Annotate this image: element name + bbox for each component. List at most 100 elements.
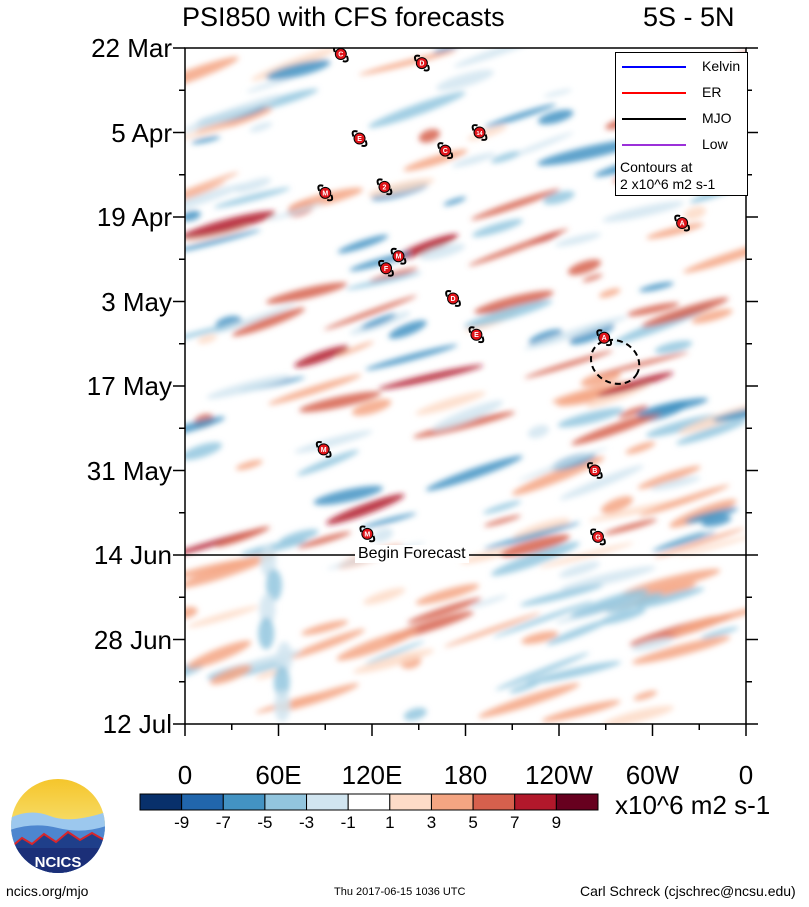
anomaly-streak [278,683,359,712]
chart-title: PSI850 with CFS forecasts [182,2,505,32]
anomaly-streak [509,681,540,694]
anomaly-streak [185,210,201,222]
anomaly-streak [712,406,746,422]
anomaly-streak [363,587,406,605]
storm-label: E [474,332,479,339]
storm-label: D [419,61,424,68]
colorbar-swatch [306,793,349,811]
anomaly-field [185,48,746,724]
anomaly-streak [206,374,291,399]
anomaly-streak [472,219,523,237]
anomaly-streak [543,89,572,98]
tropical-cyclone-icon: A [596,329,613,347]
anomaly-streaks [185,48,746,724]
x-tick-label: 60E [255,760,302,790]
anomaly-streak [519,584,604,606]
anomaly-streak [185,125,232,144]
anomaly-streak [213,187,291,209]
anomaly-streak [527,425,550,439]
anomaly-streak [273,665,290,698]
tropical-cyclone-icon: M [315,440,332,458]
tropical-cyclone-icon: M [390,247,407,265]
anomaly-streak [555,232,602,247]
anomaly-streak [470,594,508,609]
anomaly-streak [537,139,641,166]
anomaly-streak [324,295,417,330]
anomaly-streak [541,700,621,723]
colorbar-tick-label: 1 [385,813,395,832]
anomaly-streak [249,122,273,133]
anomaly-streak [567,259,602,276]
anomaly-streak [600,608,646,625]
anomaly-streak [240,539,307,556]
anomaly-streak [683,206,707,220]
y-tick-label: 19 Apr [96,202,172,232]
anomaly-streak [365,344,458,371]
anomaly-streak [358,49,457,76]
anomaly-streak [289,629,366,659]
anomaly-streak [645,414,720,438]
colorbar-tick-label: -1 [340,813,356,832]
anomaly-streak [483,500,522,514]
colorbar-swatch [264,793,308,811]
storm-label: M [396,254,402,261]
colorbar-tick-label: 9 [551,813,562,832]
anomaly-streak [678,535,746,557]
legend-label-mjo: MJO [702,110,732,126]
anomaly-streak [490,541,580,576]
anomaly-streak [266,282,348,304]
logo-text: NCICS [35,854,82,871]
anomaly-streak [468,228,569,266]
anomaly-streak [351,399,392,416]
anomaly-streak [511,456,605,496]
anomaly-streak [559,561,601,578]
colorbar-swatch [139,793,183,811]
anomaly-streak [274,689,291,722]
mjo-contour [589,338,641,385]
y-tick-label: 3 May [101,286,172,317]
legend: Kelvin ER MJO Low Contours at 2 x10^6 m2… [615,52,748,196]
anomaly-streak [528,329,563,345]
anomaly-streak [652,531,717,552]
anomaly-streak [606,592,663,613]
storm-label: A [680,221,685,228]
anomaly-streak [700,626,739,639]
anomaly-streak [691,308,733,324]
anomaly-streak [407,597,482,624]
anomaly-streak [185,172,239,206]
legend-label-low: Low [702,136,728,152]
anomaly-streak [478,683,580,718]
legend-label-kelvin: Kelvin [702,58,741,74]
anomaly-streak [636,587,705,609]
storm-label: F [384,266,389,273]
x-tick-label: 180 [443,760,488,790]
storm-label: M [322,190,328,197]
anomaly-streak [676,419,746,445]
colorbar-tick-label: -5 [257,813,273,832]
anomaly-streak [650,476,701,491]
anomaly-streak [336,628,418,661]
anomaly-streak [364,640,425,665]
anomaly-streak [185,182,226,212]
anomaly-streak [470,188,560,220]
tropical-cyclone-icon: D [445,290,461,307]
y-axis-ticks [173,47,758,725]
anomaly-streak [546,619,611,646]
anomaly-streak [582,273,603,282]
anomaly-streak [525,661,621,685]
legend-swatch-er [622,92,686,94]
colorbar-swatch [181,793,224,811]
anomaly-streak [185,416,226,437]
colorbar-units: x10^6 m2 s-1 [615,790,771,820]
anomaly-streak [185,183,249,219]
anomaly-streak [294,430,373,454]
anomaly-streak [474,290,554,314]
tropical-cyclone-icon: M [317,184,334,202]
y-tick-label: 12 Jul [102,709,172,739]
anomaly-streak [360,313,397,330]
anomaly-streak [524,315,628,350]
region-label: 5S - 5N [643,2,735,32]
anomaly-streak [413,411,516,439]
colorbar [139,793,599,811]
anomaly-streak [415,584,480,605]
